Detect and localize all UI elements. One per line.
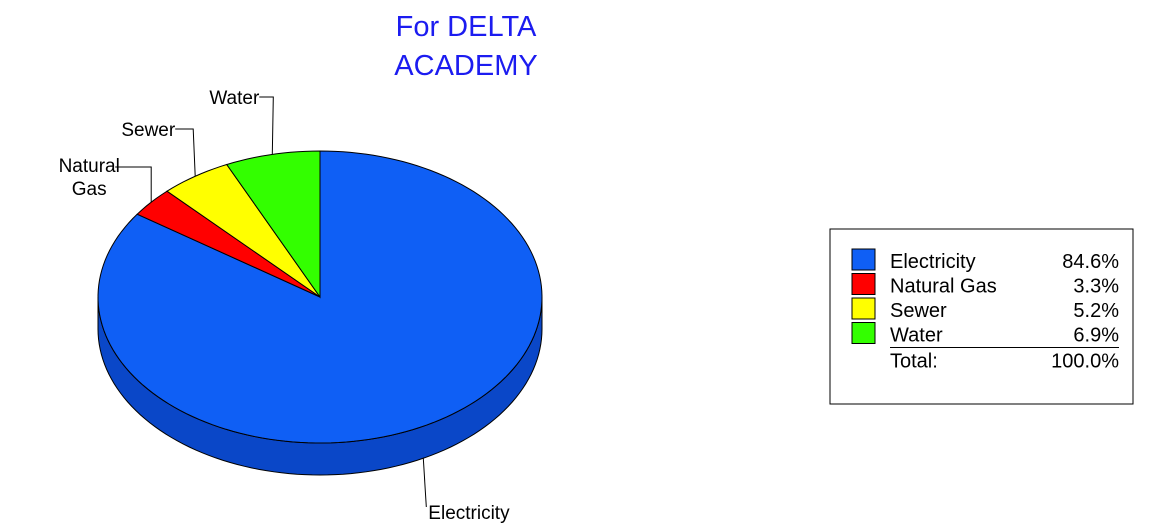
legend-swatch-sewer [851,297,876,320]
legend-label-water: Water [890,325,943,347]
callout-label-line: Gas [72,179,107,200]
callout-line-electricity [422,458,427,508]
legend-swatch-water [851,322,876,344]
callout-line-natural-gas [115,166,152,203]
callout-label-electricity: Electricity [428,503,510,524]
callout-line-water [259,96,274,155]
legend-label-sewer: Sewer [890,300,947,322]
pie-slice-sewer [166,163,321,298]
callout-label-line: Water [209,88,260,109]
pie-slices [97,150,543,444]
legend-total-label: Total: [890,351,938,373]
legend: Electricity 84.6% Natural Gas 3.3% Sewer 5.2%… [829,228,1134,405]
legend-swatch-electricity [851,248,876,271]
callout-label-line: Electricity [428,503,510,524]
chart-title-line-2: ACADEMY [394,50,537,82]
legend-total-value: 100.0% [1051,351,1119,373]
legend-value-water: 6.9% [1073,325,1119,347]
legend-label-natural-gas: Natural Gas [890,276,997,298]
chart-title-line-1: For DELTA [396,11,537,43]
legend-value-natural-gas: 3.3% [1073,276,1119,298]
callout-label-natural-gas: Natural Gas [59,156,120,200]
chart-title: For DELTA ACADEMY [394,11,537,82]
callout-label-line: Sewer [121,120,176,141]
callout-label-line: Natural [59,156,120,177]
legend-swatch-natural-gas [851,273,876,295]
legend-label-electricity: Electricity [890,251,976,273]
callout-label-sewer: Sewer [121,120,176,141]
callout-label-water: Water [209,88,260,109]
pie-slice-water [225,150,321,299]
legend-value-sewer: 5.2% [1073,300,1119,322]
legend-value-electricity: 84.6% [1062,251,1119,273]
callout-line-sewer [175,128,196,177]
legend-box [829,228,1134,405]
